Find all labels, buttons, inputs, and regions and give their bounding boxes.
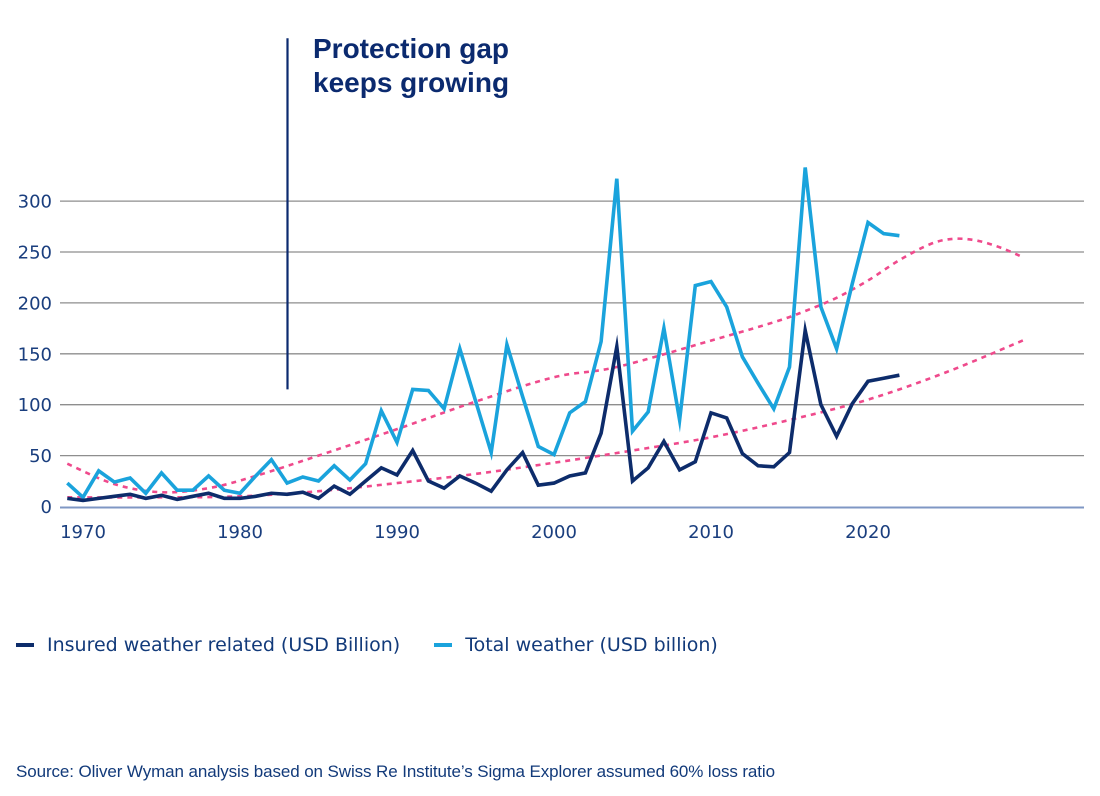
y-tick-label: 300 — [18, 192, 52, 213]
total-weather-line — [66, 167, 900, 501]
total-weather-trendline — [66, 237, 1021, 494]
legend-swatch-insured — [16, 643, 34, 647]
annotation-title-line1: Protection gap — [313, 33, 510, 64]
y-tick-label: 200 — [18, 293, 52, 314]
legend-swatch-total — [434, 643, 453, 647]
legend-item-total: Total weather (USD billion) — [434, 634, 718, 656]
series-lines — [66, 167, 900, 503]
y-axis-ticks: 0 50 100 150 200 250 300 — [18, 192, 52, 518]
annotation-title-line2: keeps growing — [313, 67, 510, 98]
annotation-title: Protection gap keeps growing — [313, 32, 613, 100]
trendlines — [66, 237, 1026, 499]
x-tick-label: 2020 — [845, 522, 891, 543]
legend-label-insured: Insured weather related (USD Billion) — [47, 634, 401, 656]
legend: Insured weather related (USD Billion) To… — [16, 634, 752, 656]
insured-weather-line — [67, 319, 900, 503]
chart: 0 50 100 150 200 250 300 1970 1980 1990 2000 2010 2… — [18, 38, 1084, 543]
x-tick-label: 1990 — [374, 522, 420, 543]
x-tick-label: 1970 — [60, 522, 106, 543]
legend-label-total: Total weather (USD billion) — [465, 634, 718, 656]
source-note: Source: Oliver Wyman analysis based on S… — [16, 762, 775, 781]
y-tick-label: 0 — [41, 497, 52, 518]
y-tick-label: 50 — [29, 446, 52, 467]
x-axis-ticks: 1970 1980 1990 2000 2010 2020 — [60, 522, 891, 543]
insured-weather-trendline — [67, 338, 1026, 499]
legend-item-insured: Insured weather related (USD Billion) — [16, 634, 400, 656]
x-tick-label: 2000 — [531, 522, 577, 543]
gridlines — [60, 200, 1084, 457]
x-tick-label: 1980 — [217, 522, 263, 543]
x-tick-label: 2010 — [688, 522, 734, 543]
y-tick-label: 150 — [18, 344, 52, 365]
y-tick-label: 250 — [18, 243, 52, 264]
y-tick-label: 100 — [18, 395, 52, 416]
